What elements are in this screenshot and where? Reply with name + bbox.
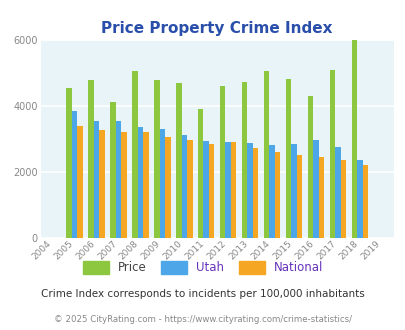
Bar <box>209 144 214 238</box>
Bar <box>99 130 104 238</box>
Bar <box>143 132 148 238</box>
Bar <box>110 102 115 238</box>
Bar <box>137 127 143 238</box>
Title: Price Property Crime Index: Price Property Crime Index <box>101 21 332 36</box>
Bar <box>220 86 225 238</box>
Bar <box>285 79 290 238</box>
Bar <box>88 80 94 238</box>
Bar <box>121 132 126 238</box>
Bar <box>115 121 121 238</box>
Bar <box>362 165 367 238</box>
Bar <box>290 144 296 238</box>
Bar <box>187 140 192 238</box>
Bar <box>154 80 159 238</box>
Bar <box>181 135 187 238</box>
Bar <box>241 82 247 238</box>
Bar <box>165 137 170 238</box>
Bar <box>252 148 258 238</box>
Bar <box>356 160 362 238</box>
Bar <box>159 129 165 238</box>
Bar <box>66 88 72 238</box>
Bar <box>77 126 83 238</box>
Bar <box>307 96 312 238</box>
Bar <box>94 121 99 238</box>
Bar <box>225 142 230 238</box>
Bar <box>230 142 236 238</box>
Bar <box>296 155 301 238</box>
Bar <box>340 160 345 238</box>
Bar <box>203 141 209 238</box>
Bar <box>72 111 77 238</box>
Bar <box>329 70 334 238</box>
Legend: Price, Utah, National: Price, Utah, National <box>78 257 327 279</box>
Text: Crime Index corresponds to incidents per 100,000 inhabitants: Crime Index corresponds to incidents per… <box>41 289 364 299</box>
Bar <box>132 71 137 238</box>
Bar <box>334 147 340 238</box>
Bar <box>274 152 279 238</box>
Bar <box>351 40 356 238</box>
Bar <box>247 143 252 238</box>
Bar <box>312 140 318 238</box>
Bar <box>263 71 269 238</box>
Bar <box>176 83 181 238</box>
Bar <box>318 157 323 238</box>
Bar <box>198 109 203 238</box>
Bar <box>269 145 274 238</box>
Text: © 2025 CityRating.com - https://www.cityrating.com/crime-statistics/: © 2025 CityRating.com - https://www.city… <box>54 315 351 324</box>
